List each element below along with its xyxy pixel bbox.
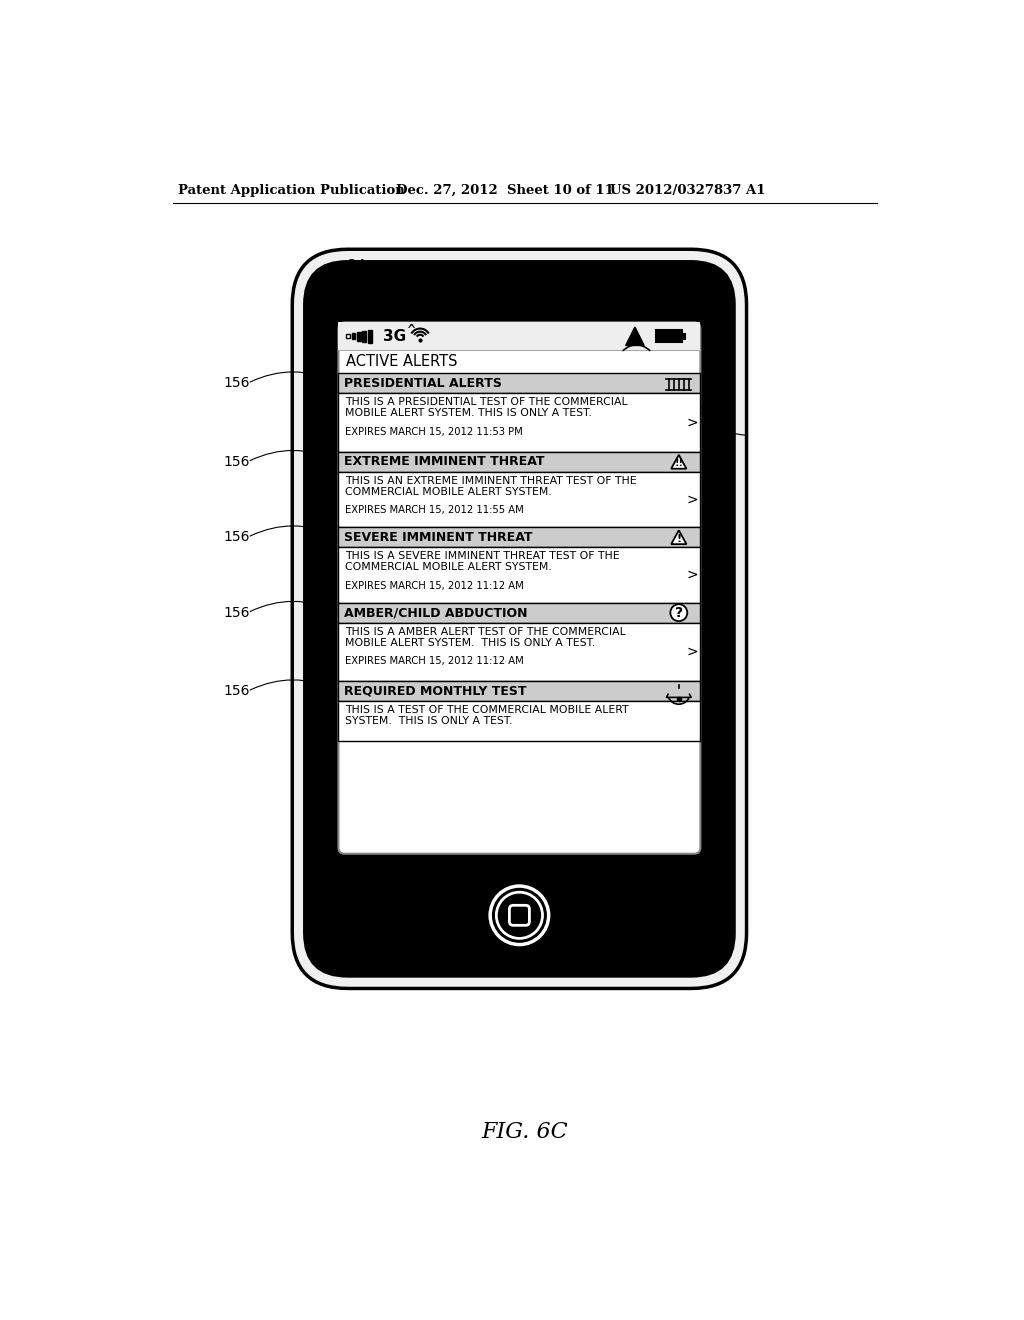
Text: US 2012/0327837 A1: US 2012/0327837 A1 <box>609 185 765 197</box>
Text: AMBER/CHILD ABDUCTION: AMBER/CHILD ABDUCTION <box>344 606 527 619</box>
Text: COMMERCIAL MOBILE ALERT SYSTEM.: COMMERCIAL MOBILE ALERT SYSTEM. <box>345 487 551 496</box>
Text: EXTREME IMMINENT THREAT: EXTREME IMMINENT THREAT <box>344 455 545 469</box>
Bar <box>339 322 700 350</box>
Text: THIS IS AN EXTREME IMMINENT THREAT TEST OF THE: THIS IS AN EXTREME IMMINENT THREAT TEST … <box>345 477 636 486</box>
Bar <box>339 681 700 701</box>
Polygon shape <box>671 455 686 469</box>
Text: >: > <box>687 492 698 507</box>
Text: ACTIVE ALERTS: ACTIVE ALERTS <box>346 354 458 370</box>
Bar <box>339 623 700 681</box>
Bar <box>346 334 350 338</box>
Text: ˆ: ˆ <box>407 325 418 346</box>
Text: EXPIRES MARCH 15, 2012 11:12 AM: EXPIRES MARCH 15, 2012 11:12 AM <box>345 581 523 591</box>
Text: ?: ? <box>675 606 683 619</box>
Text: MOBILE ALERT SYSTEM.  THIS IS ONLY A TEST.: MOBILE ALERT SYSTEM. THIS IS ONLY A TEST… <box>345 638 595 648</box>
Text: EXPIRES MARCH 15, 2012 11:55 AM: EXPIRES MARCH 15, 2012 11:55 AM <box>345 506 523 515</box>
Bar <box>351 333 355 339</box>
Bar <box>339 374 700 393</box>
Polygon shape <box>626 327 644 346</box>
Bar <box>339 548 700 603</box>
Text: >: > <box>687 568 698 582</box>
Text: >: > <box>687 416 698 429</box>
Text: THIS IS A PRESIDENTIAL TEST OF THE COMMERCIAL: THIS IS A PRESIDENTIAL TEST OF THE COMME… <box>345 397 628 408</box>
Text: THIS IS A TEST OF THE COMMERCIAL MOBILE ALERT: THIS IS A TEST OF THE COMMERCIAL MOBILE … <box>345 705 629 715</box>
Circle shape <box>671 605 687 622</box>
Bar <box>339 471 700 527</box>
Text: COMMERCIAL MOBILE ALERT SYSTEM.: COMMERCIAL MOBILE ALERT SYSTEM. <box>345 562 551 573</box>
Bar <box>339 603 700 623</box>
Bar <box>357 333 360 341</box>
Text: !: ! <box>676 533 681 544</box>
Text: 156: 156 <box>223 455 250 469</box>
Text: THIS IS A SEVERE IMMINENT THREAT TEST OF THE: THIS IS A SEVERE IMMINENT THREAT TEST OF… <box>345 552 620 561</box>
Text: SEVERE IMMINENT THREAT: SEVERE IMMINENT THREAT <box>344 531 532 544</box>
Text: FIG. 6C: FIG. 6C <box>481 1122 568 1143</box>
Bar <box>339 451 700 471</box>
Bar <box>682 333 685 339</box>
Circle shape <box>490 886 549 945</box>
Text: EXPIRES MARCH 15, 2012 11:53 PM: EXPIRES MARCH 15, 2012 11:53 PM <box>345 426 522 437</box>
Bar <box>655 330 682 342</box>
Text: PRESIDENTIAL ALERTS: PRESIDENTIAL ALERTS <box>344 376 502 389</box>
FancyBboxPatch shape <box>303 260 736 978</box>
Text: MOBILE ALERT SYSTEM. THIS IS ONLY A TEST.: MOBILE ALERT SYSTEM. THIS IS ONLY A TEST… <box>345 408 592 418</box>
Text: 24: 24 <box>348 257 366 272</box>
Text: SYSTEM.  THIS IS ONLY A TEST.: SYSTEM. THIS IS ONLY A TEST. <box>345 717 512 726</box>
Text: 156: 156 <box>223 606 250 619</box>
Bar <box>339 701 700 742</box>
Text: THIS IS A AMBER ALERT TEST OF THE COMMERCIAL: THIS IS A AMBER ALERT TEST OF THE COMMER… <box>345 627 626 638</box>
Bar <box>339 393 700 451</box>
Text: 146: 146 <box>689 405 716 420</box>
FancyBboxPatch shape <box>292 249 746 989</box>
Text: Dec. 27, 2012  Sheet 10 of 11: Dec. 27, 2012 Sheet 10 of 11 <box>396 185 614 197</box>
Text: 156: 156 <box>223 531 250 544</box>
Text: EXPIRES MARCH 15, 2012 11:12 AM: EXPIRES MARCH 15, 2012 11:12 AM <box>345 656 523 667</box>
Polygon shape <box>671 531 686 544</box>
Bar <box>368 330 372 343</box>
Text: 156: 156 <box>223 684 250 698</box>
FancyBboxPatch shape <box>509 906 529 925</box>
Text: REQUIRED MONTHLY TEST: REQUIRED MONTHLY TEST <box>344 685 526 698</box>
Bar <box>362 331 367 342</box>
Text: >: > <box>687 645 698 659</box>
Text: Patent Application Publication: Patent Application Publication <box>178 185 406 197</box>
FancyBboxPatch shape <box>339 322 700 854</box>
Text: 3G: 3G <box>383 329 407 343</box>
Text: 156: 156 <box>223 376 250 391</box>
Bar <box>339 527 700 548</box>
Circle shape <box>497 892 543 939</box>
Text: !!: !! <box>674 458 683 469</box>
